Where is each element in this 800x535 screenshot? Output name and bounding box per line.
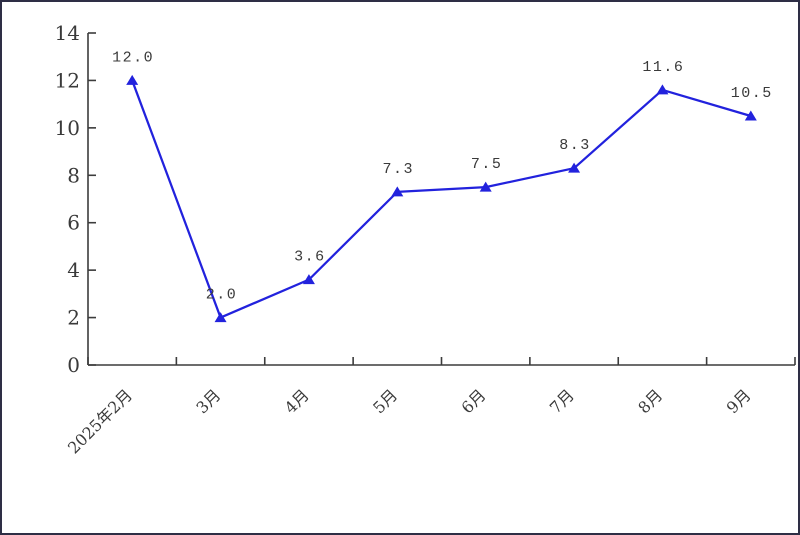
data-point-label: 3.6 xyxy=(294,249,326,266)
y-tick-label: 12 xyxy=(55,68,80,92)
data-point-label: 2.0 xyxy=(206,287,238,304)
x-category-label: 8月 xyxy=(634,385,666,417)
data-point-label: 12.0 xyxy=(112,49,154,66)
data-point-marker xyxy=(126,74,139,85)
x-category-label: 5月 xyxy=(369,385,401,417)
y-tick-label: 0 xyxy=(67,353,80,377)
data-point-label: 10.5 xyxy=(731,85,773,102)
y-tick-label: 2 xyxy=(67,306,80,330)
data-point-label: 11.6 xyxy=(642,59,684,76)
y-tick-label: 8 xyxy=(67,163,80,187)
x-category-label: 7月 xyxy=(546,385,578,417)
data-point-marker xyxy=(568,162,581,173)
data-point-marker xyxy=(214,312,227,323)
data-line xyxy=(131,80,752,319)
data-point-marker xyxy=(391,186,404,197)
data-point-marker xyxy=(744,110,757,121)
data-point-label: 7.5 xyxy=(471,156,503,173)
data-point-marker xyxy=(479,181,492,192)
y-tick-label: 4 xyxy=(67,258,80,282)
data-point-label: 7.3 xyxy=(383,161,415,178)
data-point-marker xyxy=(302,274,315,285)
data-point-marker xyxy=(656,84,669,95)
x-category-label: 4月 xyxy=(281,385,313,417)
x-category-label: 9月 xyxy=(723,385,755,417)
x-category-label: 3月 xyxy=(192,385,224,417)
data-point-label: 8.3 xyxy=(559,137,591,154)
y-tick-label: 14 xyxy=(55,21,80,45)
y-tick-label: 10 xyxy=(55,116,80,140)
x-category-label: 2025年2月 xyxy=(64,385,136,457)
x-category-label: 6月 xyxy=(458,385,490,417)
y-tick-label: 6 xyxy=(67,211,80,235)
